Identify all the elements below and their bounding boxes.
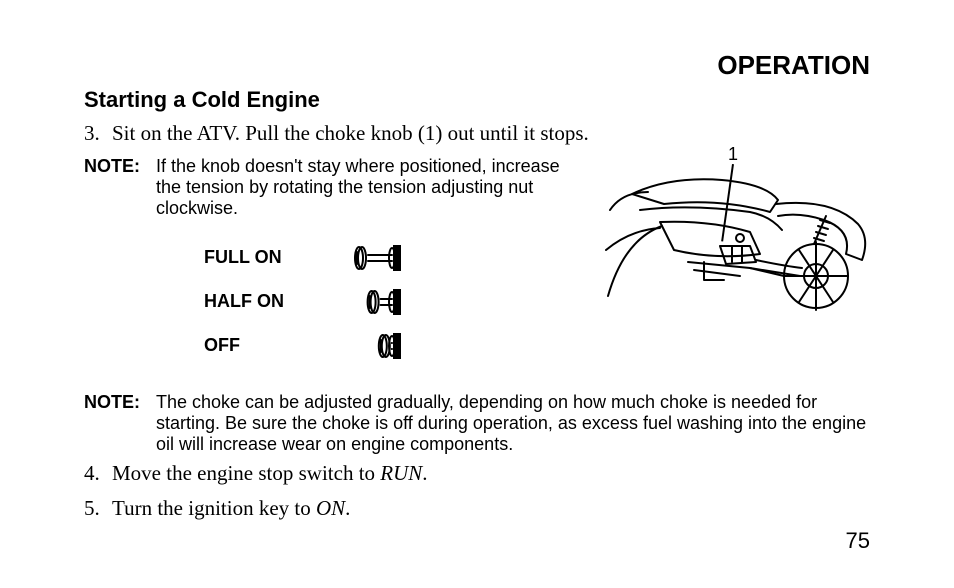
- knob-icon-off: [344, 331, 404, 361]
- step-3: 3. Sit on the ATV. Pull the choke knob (…: [84, 121, 870, 146]
- step-text-pre: Turn the ignition key to: [112, 496, 316, 520]
- subsection-title: Starting a Cold Engine: [84, 87, 870, 113]
- note-text: If the knob doesn't stay where positione…: [156, 156, 580, 220]
- step-text: Sit on the ATV. Pull the choke knob (1) …: [112, 121, 589, 146]
- position-label: OFF: [204, 335, 344, 356]
- step-4: 4. Move the engine stop switch to RUN.: [84, 461, 870, 486]
- note-and-figure-row: NOTE: If the knob doesn't stay where pos…: [84, 156, 870, 386]
- step-text-pre: Move the engine stop switch to: [112, 461, 380, 485]
- choke-positions: FULL ON HALF ON OFF: [204, 236, 580, 368]
- position-half-on: HALF ON: [204, 280, 580, 324]
- manual-page: OPERATION Starting a Cold Engine 3. Sit …: [0, 0, 954, 588]
- step-text-em: ON: [316, 496, 345, 520]
- knob-icon-half: [344, 287, 404, 317]
- figure-callout-1: 1: [728, 144, 738, 165]
- step-number: 4.: [84, 461, 112, 486]
- position-full-on: FULL ON: [204, 236, 580, 280]
- note-text: The choke can be adjusted gradually, dep…: [156, 392, 870, 456]
- step-text-post: .: [422, 461, 427, 485]
- step-text: Move the engine stop switch to RUN.: [112, 461, 428, 486]
- step-text-em: RUN: [380, 461, 422, 485]
- step-text-post: .: [345, 496, 350, 520]
- note-label: NOTE:: [84, 392, 156, 456]
- note-1: NOTE: If the knob doesn't stay where pos…: [84, 156, 580, 220]
- step-text: Turn the ignition key to ON.: [112, 496, 350, 521]
- page-number: 75: [846, 528, 870, 554]
- left-column: NOTE: If the knob doesn't stay where pos…: [84, 156, 580, 386]
- atv-line-drawing: [600, 150, 870, 320]
- section-header: OPERATION: [84, 50, 870, 81]
- figure-column: 1: [600, 150, 870, 325]
- position-label: FULL ON: [204, 247, 344, 268]
- note-label: NOTE:: [84, 156, 156, 220]
- position-label: HALF ON: [204, 291, 344, 312]
- step-5: 5. Turn the ignition key to ON.: [84, 496, 870, 521]
- position-off: OFF: [204, 324, 580, 368]
- note-2: NOTE: The choke can be adjusted graduall…: [84, 392, 870, 456]
- step-number: 5.: [84, 496, 112, 521]
- step-number: 3.: [84, 121, 112, 146]
- knob-icon-full: [344, 243, 404, 273]
